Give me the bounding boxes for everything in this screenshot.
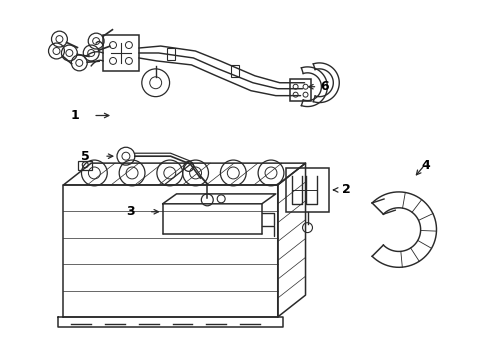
Bar [78,161,92,170]
Text: 4: 4 [422,159,431,172]
Text: 3: 3 [126,205,135,218]
Text: 5: 5 [81,150,90,163]
Bar [103,35,139,71]
Bar [290,79,312,100]
Bar [231,65,239,77]
Text: 6: 6 [321,80,329,93]
Text: 1: 1 [71,109,79,122]
Bar [286,168,329,212]
Bar [167,48,174,60]
Text: 2: 2 [343,184,351,197]
